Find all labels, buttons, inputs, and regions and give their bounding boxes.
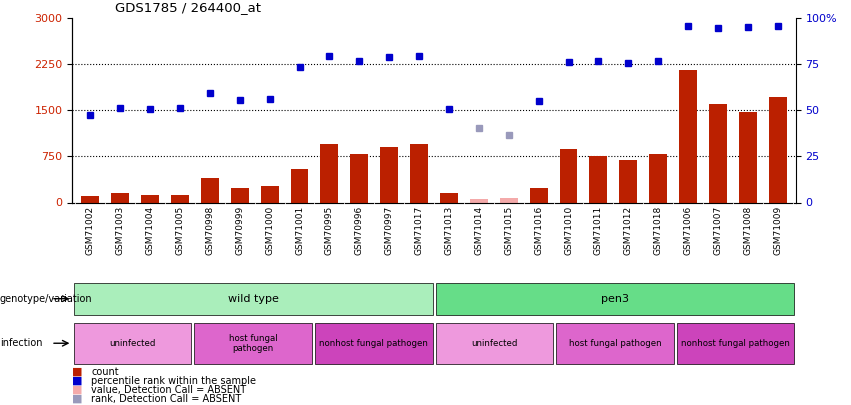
Bar [739, 112, 757, 202]
Text: GSM71018: GSM71018 [654, 206, 663, 256]
Text: GSM70998: GSM70998 [205, 206, 214, 256]
Text: GSM71017: GSM71017 [414, 206, 424, 256]
Bar [111, 193, 129, 202]
Text: GSM71009: GSM71009 [774, 206, 782, 256]
Text: GSM71008: GSM71008 [744, 206, 752, 256]
Bar [194, 323, 312, 364]
Bar [260, 186, 278, 202]
Text: value, Detection Call = ABSENT: value, Detection Call = ABSENT [91, 385, 246, 394]
Bar [500, 198, 517, 202]
Text: genotype/variation: genotype/variation [0, 294, 93, 304]
Text: GSM71014: GSM71014 [474, 206, 483, 255]
Text: GSM70996: GSM70996 [355, 206, 363, 256]
Text: GSM71010: GSM71010 [564, 206, 573, 256]
Text: ■: ■ [72, 385, 83, 394]
Text: ■: ■ [72, 376, 83, 386]
Text: GSM71005: GSM71005 [175, 206, 185, 256]
Text: GSM71006: GSM71006 [683, 206, 693, 256]
Bar [709, 104, 727, 202]
Text: host fungal pathogen: host fungal pathogen [568, 339, 661, 348]
Bar [201, 178, 219, 202]
Text: GSM71015: GSM71015 [505, 206, 513, 256]
Text: GSM71002: GSM71002 [86, 206, 94, 255]
Text: ■: ■ [72, 367, 83, 377]
Bar [440, 193, 458, 202]
Bar [556, 323, 674, 364]
Bar [560, 149, 578, 202]
Text: host fungal
pathogen: host fungal pathogen [229, 334, 277, 353]
Text: uninfected: uninfected [110, 339, 156, 348]
Text: GSM70997: GSM70997 [385, 206, 394, 256]
Text: wild type: wild type [228, 294, 278, 304]
Text: GSM71001: GSM71001 [295, 206, 304, 256]
Text: GSM71012: GSM71012 [624, 206, 633, 255]
Bar [231, 188, 248, 202]
Bar [649, 154, 667, 202]
Text: count: count [91, 367, 118, 377]
Text: infection: infection [0, 338, 43, 348]
Bar [679, 70, 697, 202]
Text: nonhost fungal pathogen: nonhost fungal pathogen [681, 339, 790, 348]
Bar [677, 323, 794, 364]
Text: ■: ■ [72, 394, 83, 403]
Bar [321, 144, 339, 202]
Text: GSM70995: GSM70995 [325, 206, 334, 256]
Text: GSM71007: GSM71007 [713, 206, 722, 256]
Bar [436, 323, 553, 364]
Bar [351, 154, 368, 202]
Bar [290, 169, 308, 202]
Text: GSM71013: GSM71013 [444, 206, 454, 256]
Text: pen3: pen3 [601, 294, 629, 304]
Bar [171, 194, 189, 202]
Bar [529, 188, 547, 202]
Text: GDS1785 / 264400_at: GDS1785 / 264400_at [115, 1, 261, 14]
Text: nonhost fungal pathogen: nonhost fungal pathogen [319, 339, 428, 348]
Bar [315, 323, 432, 364]
Text: GSM71000: GSM71000 [266, 206, 274, 256]
Bar [620, 160, 637, 202]
Text: rank, Detection Call = ABSENT: rank, Detection Call = ABSENT [91, 394, 242, 403]
Bar [410, 144, 428, 202]
Bar [82, 196, 100, 202]
Text: GSM70999: GSM70999 [235, 206, 244, 256]
Text: uninfected: uninfected [471, 339, 517, 348]
Bar [436, 283, 794, 315]
Bar [768, 97, 786, 202]
Text: GSM71011: GSM71011 [594, 206, 603, 256]
Text: GSM71004: GSM71004 [146, 206, 155, 255]
Bar [141, 194, 159, 202]
Text: GSM71003: GSM71003 [116, 206, 124, 256]
Bar [470, 198, 488, 202]
Text: percentile rank within the sample: percentile rank within the sample [91, 376, 256, 386]
Bar [74, 323, 191, 364]
Bar [380, 147, 398, 202]
Text: GSM71016: GSM71016 [534, 206, 543, 256]
Bar [590, 156, 608, 202]
Bar [74, 283, 432, 315]
